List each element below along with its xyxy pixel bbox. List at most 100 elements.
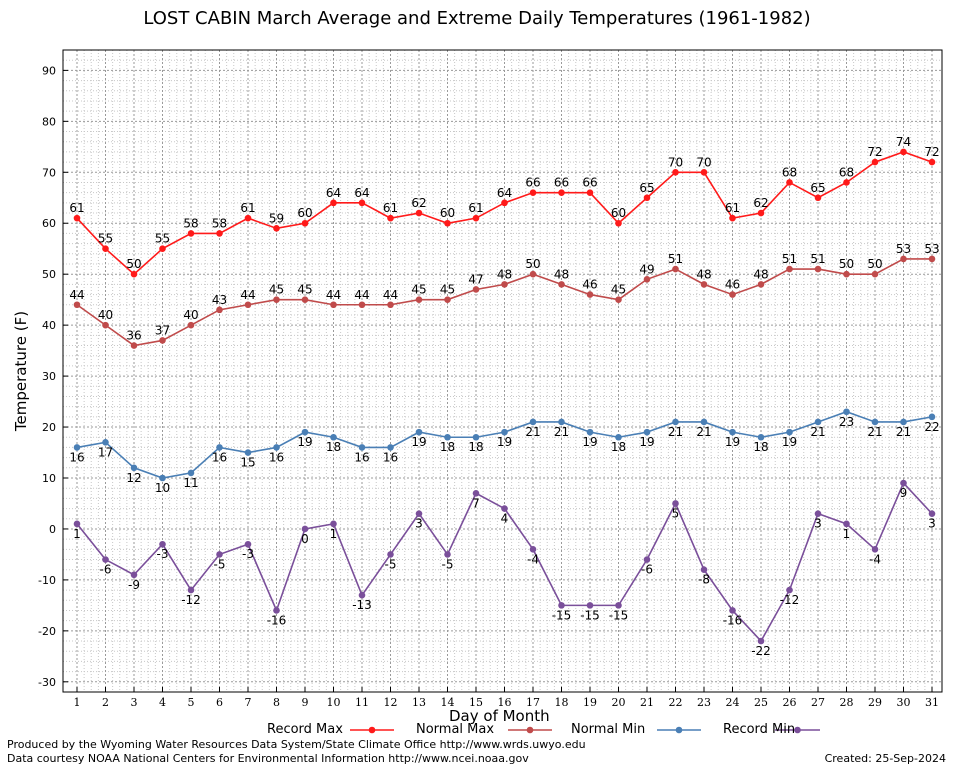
data-label: 1 — [330, 527, 338, 541]
data-point — [358, 199, 366, 207]
data-point — [444, 296, 451, 303]
data-point — [216, 551, 223, 558]
data-label: 12 — [126, 471, 141, 485]
data-point — [643, 194, 651, 202]
data-label: -8 — [698, 573, 710, 587]
y-tick-label: 0 — [49, 523, 56, 536]
data-label: 60 — [297, 206, 312, 220]
data-label: 53 — [924, 242, 939, 256]
data-point — [301, 525, 309, 533]
data-label: 47 — [468, 272, 483, 286]
data-point — [130, 342, 138, 349]
data-label: 65 — [639, 181, 654, 195]
data-label: -5 — [214, 557, 226, 571]
data-label: 68 — [782, 165, 797, 179]
data-label: 19 — [297, 435, 312, 449]
data-point — [729, 214, 736, 222]
data-label: 44 — [240, 288, 255, 302]
x-tick-label: 21 — [640, 696, 654, 709]
data-label: 40 — [98, 308, 113, 322]
data-label: 70 — [668, 155, 683, 169]
data-point — [273, 607, 280, 614]
data-point — [301, 219, 309, 227]
data-point — [501, 199, 508, 207]
data-label: 11 — [183, 476, 198, 490]
data-point — [244, 301, 252, 309]
data-label: 21 — [867, 425, 882, 439]
data-point — [102, 245, 109, 253]
data-point — [358, 591, 366, 599]
data-point — [187, 321, 195, 329]
data-label: 45 — [297, 283, 312, 297]
data-label: 48 — [554, 267, 569, 281]
data-point — [244, 540, 252, 548]
data-label: 51 — [810, 252, 825, 266]
x-tick-label: 29 — [868, 696, 882, 709]
data-point — [843, 408, 850, 416]
x-tick-label: 8 — [273, 696, 280, 709]
y-tick-label: 70 — [42, 166, 56, 179]
x-tick-label: 2 — [102, 696, 109, 709]
legend-marker — [794, 726, 801, 734]
data-point — [672, 418, 679, 426]
data-point — [444, 551, 451, 558]
data-point — [672, 265, 679, 273]
chart-title: LOST CABIN March Average and Extreme Dai… — [143, 8, 811, 29]
data-point — [871, 158, 879, 166]
data-point — [387, 444, 394, 451]
data-label: 46 — [725, 278, 740, 292]
data-label: 61 — [725, 201, 740, 215]
data-point — [472, 433, 480, 441]
y-tick-label: 40 — [42, 319, 56, 332]
y-tick-label: 60 — [42, 217, 56, 230]
data-label: 64 — [497, 186, 512, 200]
data-label: 60 — [611, 206, 626, 220]
data-point — [729, 291, 736, 298]
data-point — [814, 265, 822, 273]
data-point — [558, 281, 565, 288]
data-point — [501, 281, 508, 288]
x-tick-label: 11 — [355, 696, 369, 709]
data-point — [102, 439, 109, 446]
plot-area — [63, 50, 942, 692]
data-point — [586, 189, 594, 196]
legend-marker — [526, 726, 534, 734]
data-label: 18 — [611, 440, 626, 454]
data-point — [786, 586, 793, 594]
data-label: 58 — [212, 216, 227, 230]
data-point — [159, 474, 166, 482]
data-label: 61 — [468, 201, 483, 215]
plot-frame — [62, 49, 943, 693]
data-point — [415, 296, 423, 303]
data-label: 10 — [155, 481, 170, 495]
data-point — [130, 464, 138, 472]
data-point — [586, 428, 594, 436]
data-label: -4 — [527, 552, 539, 566]
y-tick-label: -30 — [38, 676, 56, 689]
data-label: 40 — [183, 308, 198, 322]
data-point — [73, 444, 81, 451]
data-label: 60 — [440, 206, 455, 220]
data-label: 19 — [411, 435, 426, 449]
data-point — [757, 281, 765, 288]
data-point — [615, 219, 622, 227]
data-point — [501, 428, 508, 436]
data-point — [900, 418, 907, 426]
data-point — [216, 306, 223, 314]
data-label: 61 — [240, 201, 255, 215]
data-label: 59 — [269, 211, 284, 225]
data-label: 49 — [639, 262, 654, 276]
data-point — [700, 566, 708, 574]
data-label: -12 — [780, 593, 800, 607]
data-point — [529, 418, 537, 426]
data-label: 46 — [582, 278, 597, 292]
data-point — [472, 489, 480, 497]
x-tick-label: 26 — [783, 696, 797, 709]
data-point — [871, 270, 879, 278]
data-label: 58 — [183, 216, 198, 230]
data-label: 62 — [753, 196, 768, 210]
x-tick-label: 27 — [811, 696, 825, 709]
data-point — [700, 418, 708, 426]
data-label: 48 — [753, 267, 768, 281]
